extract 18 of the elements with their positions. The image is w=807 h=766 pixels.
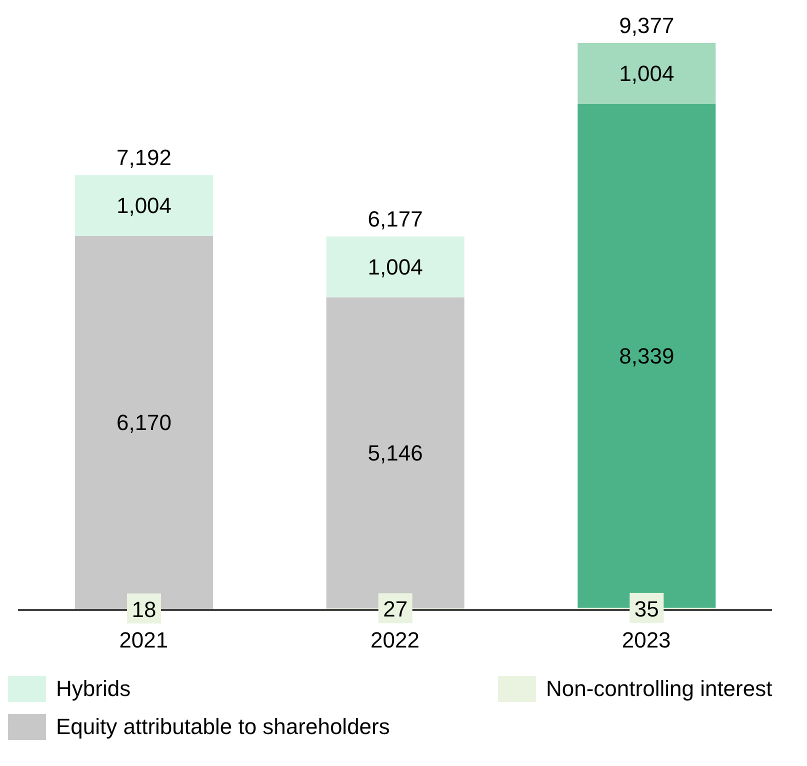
data-label: 1,004 <box>619 60 674 86</box>
data-label: 35 <box>634 596 659 622</box>
x-tick-label: 2021 <box>119 628 168 653</box>
data-label: 6,170 <box>116 410 172 435</box>
total-label: 9,377 <box>619 13 674 38</box>
legend-label: Equity attributable to shareholders <box>56 714 390 740</box>
x-tick-label: 2023 <box>622 628 671 653</box>
data-label: 8,339 <box>619 343 674 368</box>
total-label: 7,192 <box>116 145 172 170</box>
total-label: 6,177 <box>368 206 423 232</box>
data-label: 1,004 <box>368 254 423 280</box>
legend-label: Hybrids <box>56 676 131 702</box>
data-label: 18 <box>132 596 156 622</box>
data-label: 27 <box>383 596 408 622</box>
x-tick-label: 2022 <box>370 628 420 653</box>
legend-label: Non-controlling interest <box>546 676 772 702</box>
data-label: 1,004 <box>116 193 172 218</box>
data-label: 5,146 <box>368 440 423 466</box>
